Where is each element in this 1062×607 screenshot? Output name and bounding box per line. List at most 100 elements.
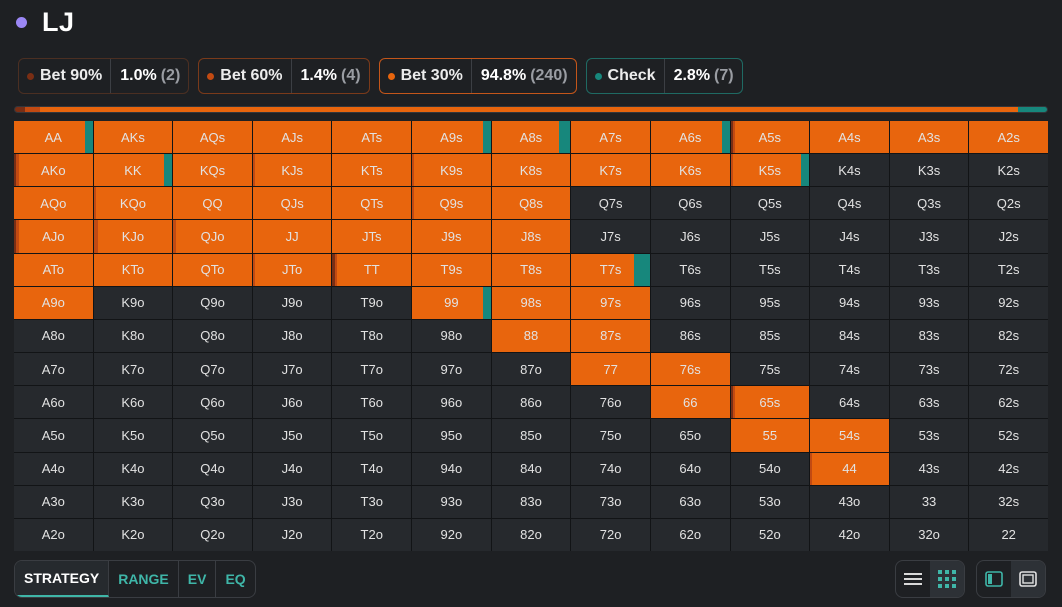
hand-cell[interactable]: QJs <box>252 187 332 220</box>
hand-cell[interactable]: 72o <box>571 518 650 551</box>
hand-cell[interactable]: 33 <box>889 485 969 518</box>
hand-cell[interactable]: 43s <box>889 452 969 485</box>
hand-cell[interactable]: K4s <box>810 154 889 187</box>
hand-cell[interactable]: 54s <box>810 419 889 452</box>
hand-cell[interactable]: K9o <box>93 286 173 319</box>
hand-cell[interactable]: 53o <box>730 485 810 518</box>
hand-cell[interactable]: 92o <box>412 518 491 551</box>
hand-cell[interactable]: 77 <box>571 353 650 386</box>
hand-cell[interactable]: Q3o <box>173 485 252 518</box>
hand-cell[interactable]: 73s <box>889 353 969 386</box>
hand-cell[interactable]: T3o <box>332 485 412 518</box>
hand-cell[interactable]: KTs <box>332 154 412 187</box>
hand-cell[interactable]: 74o <box>571 452 650 485</box>
hand-cell[interactable]: 99 <box>412 286 491 319</box>
tab-ev[interactable]: EV <box>179 561 217 597</box>
sidebar-panel-button[interactable] <box>977 561 1011 597</box>
hand-cell[interactable]: AQo <box>14 187 93 220</box>
hand-cell[interactable]: J4s <box>810 220 889 253</box>
hand-cell[interactable]: 96o <box>412 386 491 419</box>
hand-cell[interactable]: 66 <box>650 386 730 419</box>
hand-cell[interactable]: 64s <box>810 386 889 419</box>
hand-cell[interactable]: K4o <box>93 452 173 485</box>
hand-cell[interactable]: Q5s <box>730 187 810 220</box>
hand-cell[interactable]: A6s <box>650 121 730 154</box>
hand-cell[interactable]: T9s <box>412 253 491 286</box>
hand-cell[interactable]: 82o <box>491 518 571 551</box>
hand-cell[interactable]: 85o <box>491 419 571 452</box>
hand-cell[interactable]: QTo <box>173 253 252 286</box>
hand-cell[interactable]: 92s <box>969 286 1048 319</box>
hand-cell[interactable]: K5s <box>730 154 810 187</box>
hand-cell[interactable]: 52s <box>969 419 1048 452</box>
hand-cell[interactable]: 87s <box>571 319 650 353</box>
hand-cell[interactable]: 32o <box>889 518 969 551</box>
hand-cell[interactable]: Q9o <box>173 286 252 319</box>
hand-cell[interactable]: J5s <box>730 220 810 253</box>
hand-cell[interactable]: J4o <box>252 452 332 485</box>
hand-cell[interactable]: K2o <box>93 518 173 551</box>
list-view-button[interactable] <box>896 561 930 597</box>
action-chip-bet-60[interactable]: Bet 60% 1.4% (4) <box>198 58 370 94</box>
hand-cell[interactable]: 52o <box>730 518 810 551</box>
hand-cell[interactable]: T6o <box>332 386 412 419</box>
hand-cell[interactable]: 86s <box>650 319 730 353</box>
full-panel-button[interactable] <box>1011 561 1045 597</box>
hand-cell[interactable]: T4o <box>332 452 412 485</box>
hand-cell[interactable]: 96s <box>650 286 730 319</box>
hand-cell[interactable]: J6o <box>252 386 332 419</box>
hand-cell[interactable]: Q6s <box>650 187 730 220</box>
hand-cell[interactable]: K7s <box>571 154 650 187</box>
hand-cell[interactable]: 43o <box>810 485 889 518</box>
hand-cell[interactable]: A3o <box>14 485 93 518</box>
hand-cell[interactable]: JJ <box>252 220 332 253</box>
hand-cell[interactable]: T3s <box>889 253 969 286</box>
hand-cell[interactable]: A5s <box>730 121 810 154</box>
hand-cell[interactable]: Q5o <box>173 419 252 452</box>
hand-cell[interactable]: 75s <box>730 353 810 386</box>
hand-cell[interactable]: 86o <box>491 386 571 419</box>
hand-cell[interactable]: 74s <box>810 353 889 386</box>
hand-cell[interactable]: 73o <box>571 485 650 518</box>
hand-cell[interactable]: K9s <box>412 154 491 187</box>
hand-cell[interactable]: K8o <box>93 319 173 353</box>
hand-cell[interactable]: T7s <box>571 253 650 286</box>
hand-cell[interactable]: A9o <box>14 286 93 319</box>
tab-strategy[interactable]: STRATEGY <box>15 561 110 597</box>
hand-cell[interactable]: K6o <box>93 386 173 419</box>
hand-cell[interactable]: 84s <box>810 319 889 353</box>
hand-cell[interactable]: 42o <box>810 518 889 551</box>
hand-cell[interactable]: KK <box>93 154 173 187</box>
hand-cell[interactable]: KJs <box>252 154 332 187</box>
hand-cell[interactable]: 88 <box>491 319 571 353</box>
hand-cell[interactable]: A8o <box>14 319 93 353</box>
hand-cell[interactable]: Q2s <box>969 187 1048 220</box>
hand-cell[interactable]: KQs <box>173 154 252 187</box>
hand-cell[interactable]: 75o <box>571 419 650 452</box>
hand-cell[interactable]: 87o <box>491 353 571 386</box>
hand-cell[interactable]: 62s <box>969 386 1048 419</box>
hand-cell[interactable]: T4s <box>810 253 889 286</box>
hand-cell[interactable]: 84o <box>491 452 571 485</box>
hand-cell[interactable]: A4s <box>810 121 889 154</box>
hand-cell[interactable]: ATs <box>332 121 412 154</box>
hand-cell[interactable]: 95o <box>412 419 491 452</box>
hand-cell[interactable]: T8s <box>491 253 571 286</box>
hand-cell[interactable]: J5o <box>252 419 332 452</box>
hand-cell[interactable]: A5o <box>14 419 93 452</box>
hand-cell[interactable]: J7o <box>252 353 332 386</box>
hand-cell[interactable]: 76o <box>571 386 650 419</box>
hand-cell[interactable]: 65s <box>730 386 810 419</box>
hand-cell[interactable]: 98o <box>412 319 491 353</box>
hand-cell[interactable]: 76s <box>650 353 730 386</box>
hand-cell[interactable]: 72s <box>969 353 1048 386</box>
hand-cell[interactable]: A8s <box>491 121 571 154</box>
hand-cell[interactable]: Q4s <box>810 187 889 220</box>
hand-cell[interactable]: J9s <box>412 220 491 253</box>
action-chip-bet-30[interactable]: Bet 30% 94.8% (240) <box>378 58 577 94</box>
hand-cell[interactable]: J9o <box>252 286 332 319</box>
hand-cell[interactable]: J3s <box>889 220 969 253</box>
action-chip-check[interactable]: Check 2.8% (7) <box>585 58 743 94</box>
hand-cell[interactable]: 85s <box>730 319 810 353</box>
tab-eq[interactable]: EQ <box>225 571 246 587</box>
